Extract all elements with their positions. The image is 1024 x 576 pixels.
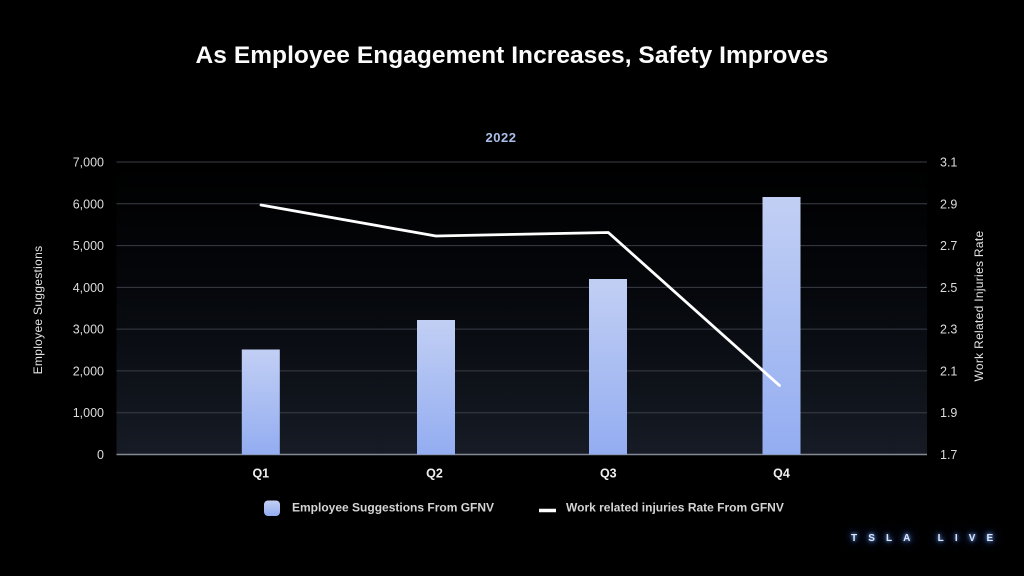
svg-text:3,000: 3,000: [73, 323, 104, 337]
svg-text:2.5: 2.5: [940, 281, 957, 295]
svg-text:Q4: Q4: [773, 467, 790, 481]
svg-text:5,000: 5,000: [73, 239, 104, 253]
svg-text:Q2: Q2: [426, 467, 443, 481]
svg-text:Q1: Q1: [252, 467, 269, 481]
svg-text:2.1: 2.1: [940, 364, 957, 378]
svg-text:2.7: 2.7: [940, 239, 957, 253]
svg-text:1.9: 1.9: [940, 406, 957, 420]
svg-text:Employee Suggestions: Employee Suggestions: [31, 246, 45, 375]
svg-text:2.3: 2.3: [940, 323, 957, 337]
svg-text:1,000: 1,000: [73, 406, 104, 420]
svg-text:4,000: 4,000: [73, 281, 104, 295]
svg-text:Q3: Q3: [600, 467, 617, 481]
svg-text:2.9: 2.9: [940, 197, 957, 211]
svg-text:0: 0: [97, 448, 104, 462]
svg-text:Work related injuries Rate Fro: Work related injuries Rate From GFNV: [566, 501, 784, 515]
svg-text:7,000: 7,000: [73, 156, 104, 170]
svg-text:2,000: 2,000: [73, 364, 104, 378]
svg-text:1.7: 1.7: [940, 448, 957, 462]
svg-text:Work Related Injuries Rate: Work Related Injuries Rate: [972, 230, 986, 381]
svg-text:Employee Suggestions From GFNV: Employee Suggestions From GFNV: [292, 501, 494, 515]
svg-text:6,000: 6,000: [73, 197, 104, 211]
svg-text:3.1: 3.1: [940, 156, 957, 170]
